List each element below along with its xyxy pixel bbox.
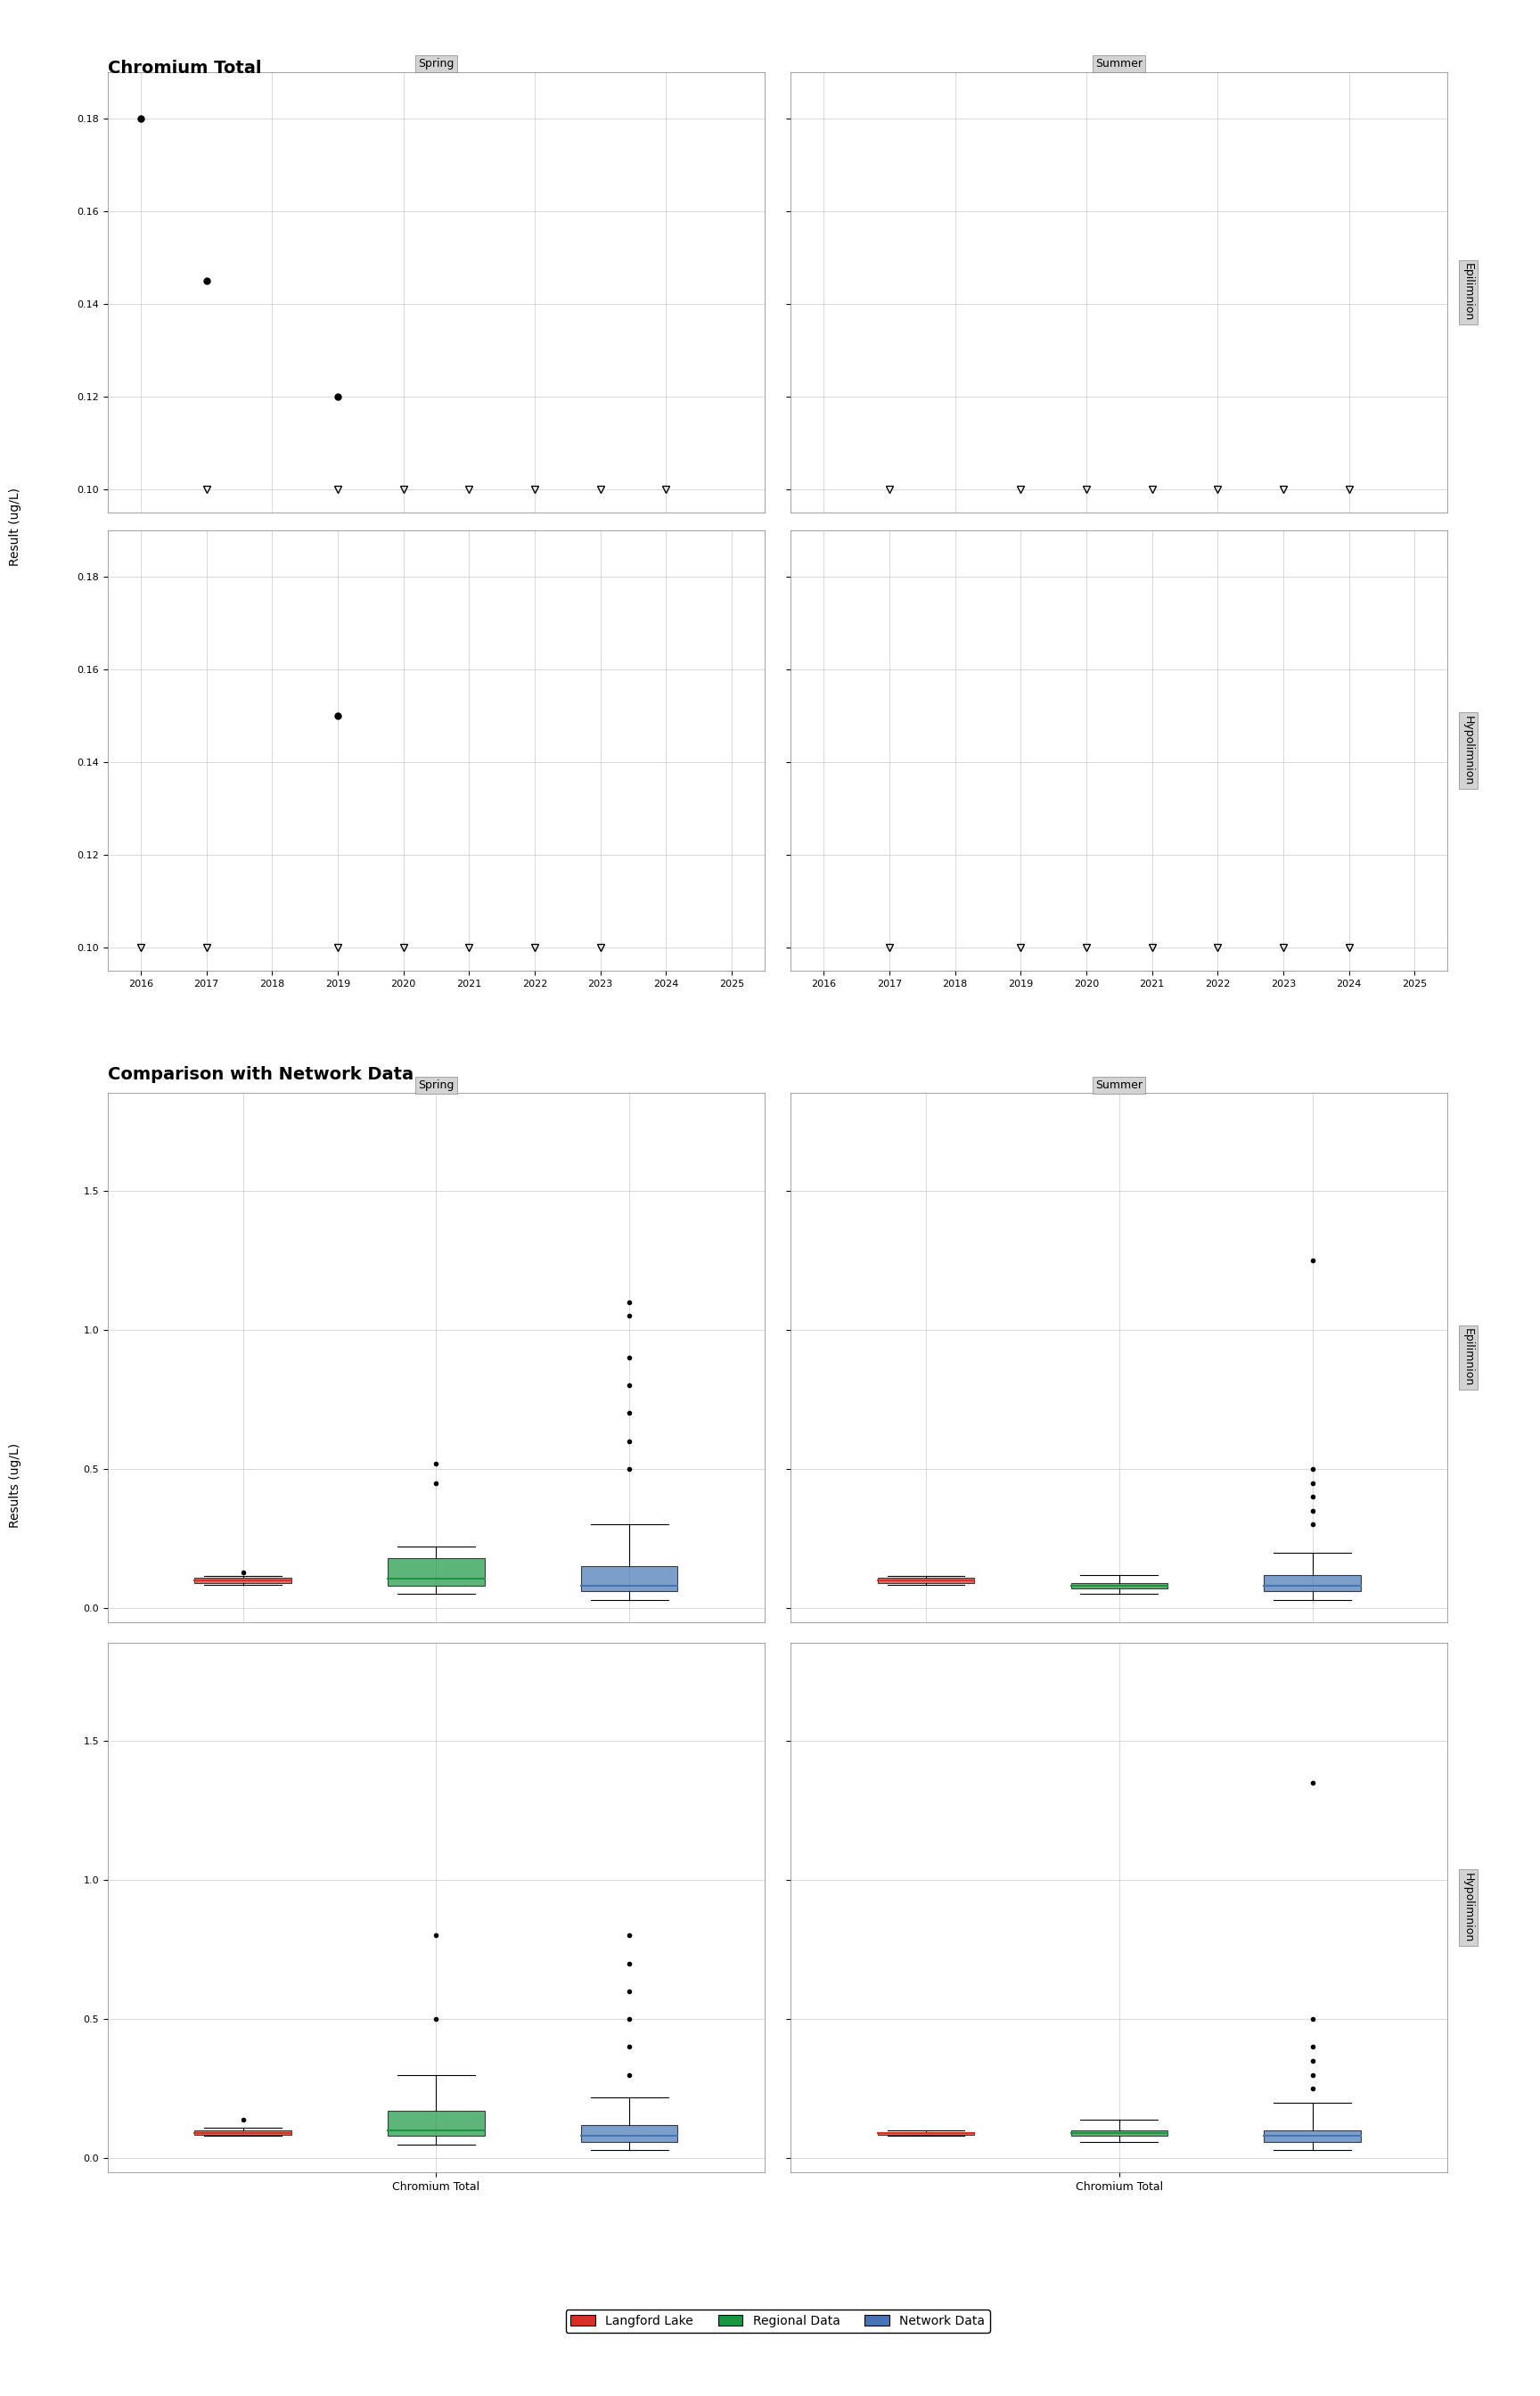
Legend: Langford Lake, Regional Data, Network Data: Langford Lake, Regional Data, Network Da… [565, 2310, 990, 2331]
Bar [194, 1577, 291, 1584]
Title: Spring: Spring [419, 1078, 454, 1090]
Bar [581, 1567, 678, 1591]
Bar [194, 2130, 291, 2135]
Title: Spring: Spring [419, 58, 454, 69]
Y-axis label: Hypolimnion: Hypolimnion [1463, 716, 1474, 786]
Y-axis label: Epilimnion: Epilimnion [1463, 264, 1474, 321]
Title: Summer: Summer [1095, 1078, 1143, 1090]
Title: Summer: Summer [1095, 58, 1143, 69]
Y-axis label: Hypolimnion: Hypolimnion [1463, 1874, 1474, 1943]
Text: Results (ug/L): Results (ug/L) [9, 1442, 22, 1529]
Text: Result (ug/L): Result (ug/L) [9, 489, 22, 565]
Text: Comparison with Network Data: Comparison with Network Data [108, 1066, 414, 1083]
Y-axis label: Epilimnion: Epilimnion [1463, 1327, 1474, 1387]
Bar [1070, 1584, 1167, 1589]
Bar [878, 1577, 975, 1584]
Bar [1264, 1574, 1361, 1591]
Bar [388, 2111, 485, 2135]
Bar [1264, 2130, 1361, 2142]
Bar [878, 2132, 975, 2135]
Bar [1070, 2130, 1167, 2135]
Bar [581, 2125, 678, 2142]
Bar [388, 1557, 485, 1586]
Text: Chromium Total: Chromium Total [108, 60, 262, 77]
